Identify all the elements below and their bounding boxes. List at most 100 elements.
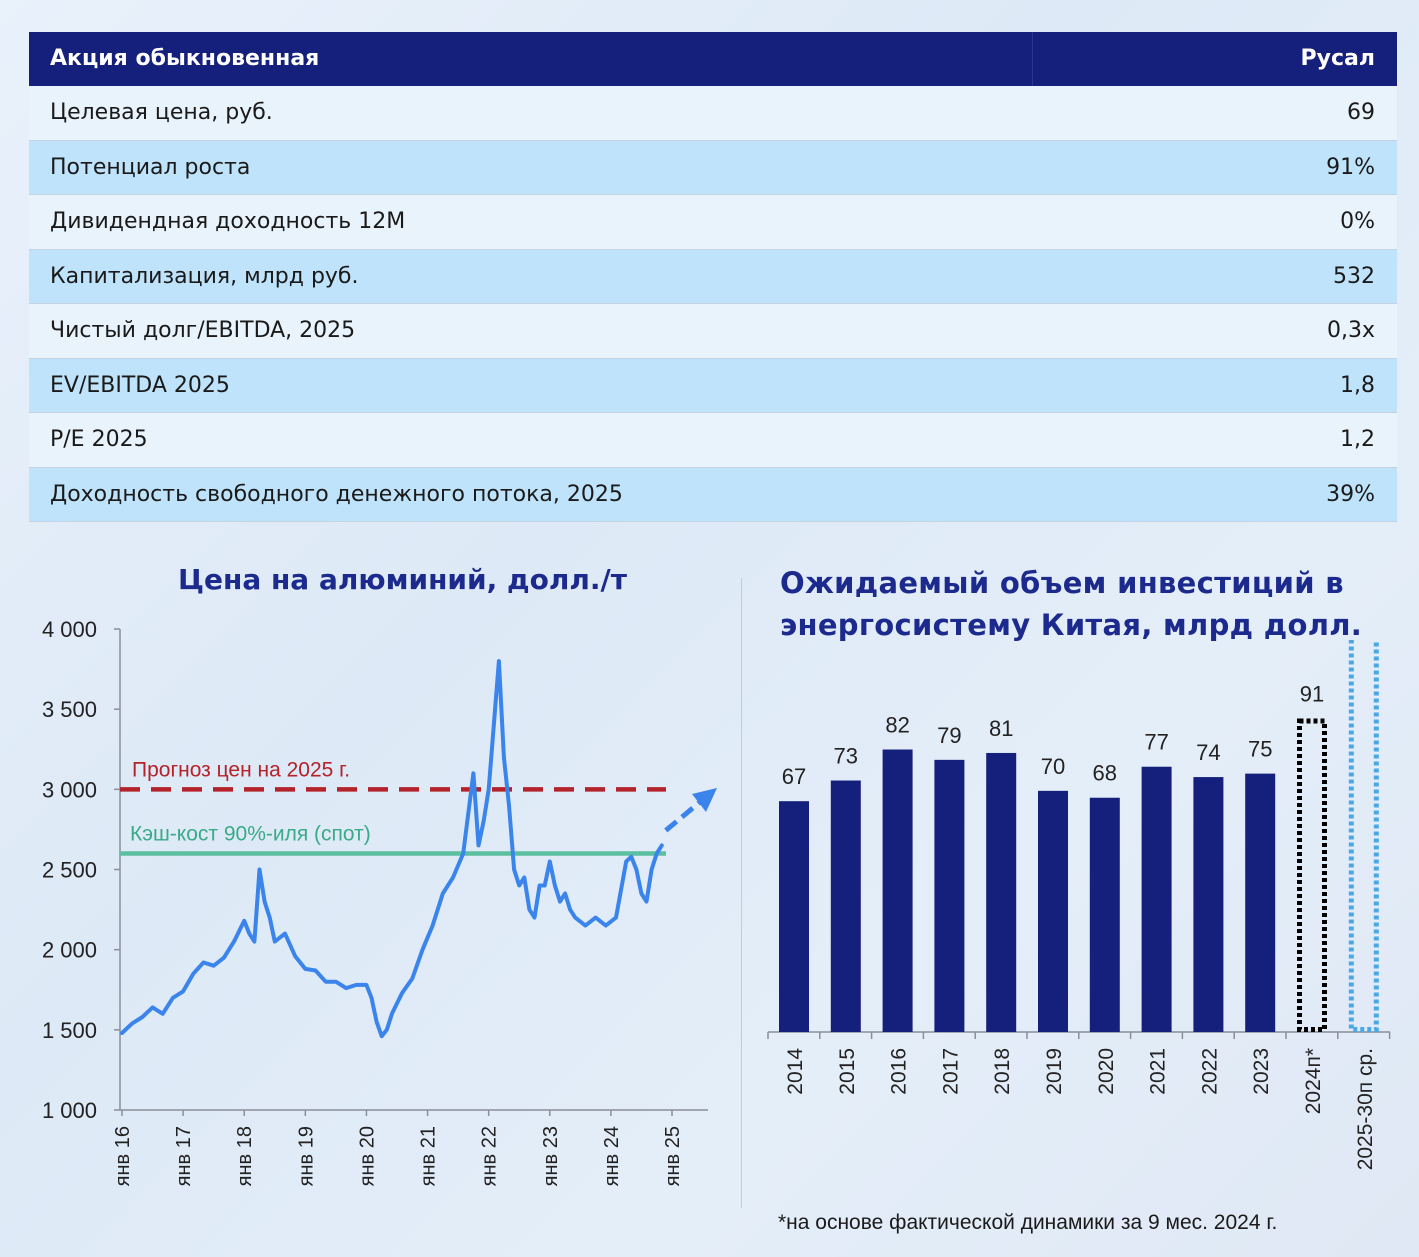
bar [1245,773,1276,1032]
chart-footnote: *на основе фактической динамики за 9 мес… [778,1211,1278,1234]
bar-category-label: 2023 [1250,1048,1273,1095]
aluminium-chart-title: Цена на алюминий, долл./т [178,563,627,596]
bar-category-label: 2016 [888,1048,911,1095]
x-tick-label: янв 25 [662,1126,684,1186]
bar-data-label: 82 [885,713,909,738]
bar-chart-axes [767,1031,1391,1039]
x-tick-label: янв 22 [479,1126,501,1186]
bar-category-label: 2019 [1043,1048,1066,1095]
aluminium-price-line [120,659,664,1039]
x-tick-label: янв 19 [295,1126,317,1186]
row-label: Целевая цена, руб. [50,100,273,125]
line-chart-axes [119,629,708,1111]
bar-data-label: 91 [1300,682,1324,707]
y-tick-label: 3 000 [42,777,97,802]
bar [779,801,809,1032]
table-row: Доходность свободного денежного потока, … [29,467,1397,522]
bar [830,780,861,1032]
bar-category-label: 2015 [836,1048,859,1095]
row-label: P/E 2025 [50,427,148,452]
table-header-value: Русал [1300,46,1375,71]
bar-data-label: 70 [1041,754,1065,779]
table-row: P/E 2025 1,2 [29,413,1397,468]
row-label: EV/EBITDA 2025 [50,372,230,398]
chart-separator [741,578,742,1208]
y-tick-label: 3 500 [42,697,97,722]
bar-data-label: 79 [937,723,961,748]
row-label: Дивидендная доходность 12М [50,209,406,234]
table-row: EV/EBITDA 2025 1,8 [29,358,1397,413]
x-tick-label: янв 16 [112,1126,134,1186]
bar [1038,790,1068,1032]
bar-data-label: 68 [1093,761,1117,786]
table-header-label: Акция обыкновенная [50,46,320,71]
bar-category-label: 2017 [939,1048,962,1095]
y-tick-label: 2 500 [42,858,97,883]
bar-category-label: 2021 [1147,1048,1170,1095]
header-divider [1032,32,1033,86]
bar-category-label: 2022 [1198,1048,1221,1095]
bar-data-label: 75 [1248,737,1272,762]
table-row: Потенциал роста 91% [29,140,1397,195]
table-row: Дивидендная доходность 12М 0% [29,195,1397,250]
row-value: 1,2 [1340,427,1375,452]
table-row: Целевая цена, руб. 69 [29,86,1397,141]
x-tick-label: янв 24 [601,1126,623,1186]
line-chart-series [120,659,664,1039]
bar-category-label: 2024п* [1302,1048,1325,1114]
bar-category-label: 2018 [991,1048,1014,1095]
bar [1089,797,1120,1032]
row-value: 39% [1326,481,1375,507]
bar-data-label: 67 [782,764,806,789]
y-tick-label: 1 000 [42,1098,97,1123]
bar-chart-category-labels: 2014 2015 2016 2017 2018 2019 2020 2021 2022 2023… [784,1048,1377,1171]
bar-data-label: 74 [1196,740,1220,765]
row-value: 1,8 [1340,372,1375,398]
row-label: Чистый долг/EBITDA, 2025 [50,318,356,343]
y-tick-label: 2 000 [42,938,97,963]
bar-chart-bars [779,640,1379,1032]
metrics-table: Акция обыкновенная Русал Целевая цена, р… [29,32,1397,522]
y-tick-label: 1 500 [42,1018,97,1043]
bar-chart-data-labels: 6773827981706877747591137 [782,682,1324,790]
investment-bar-chart: 6773827981706877747591137 20142015201620… [767,640,1391,1171]
bar-data-label: 81 [989,716,1013,741]
bar-data-label: 73 [834,744,858,769]
line-chart-x-ticks: янв 16 янв 17 янв 18 янв 19 янв 20 янв 21 янв … [112,1110,684,1186]
row-value: 91% [1326,154,1375,180]
x-tick-label: янв 21 [418,1126,440,1186]
forecast-arrow-head [692,788,717,812]
bar [882,749,913,1032]
x-tick-label: янв 17 [173,1126,195,1186]
bar [1141,766,1172,1032]
x-tick-label: янв 20 [356,1126,378,1186]
forecast-arrow-icon [664,788,717,833]
row-value: 0,3x [1326,318,1375,343]
x-tick-label: янв 18 [234,1126,256,1186]
bar [934,759,965,1032]
cash-cost-label: Кэш-кост 90%-иля (спот) [130,822,371,845]
line-chart-reference-lines: Прогноз цен на 2025 г. Кэш-кост 90%-иля (… [120,758,666,856]
table-row: Чистый долг/EBITDA, 2025 0,3x [29,304,1397,359]
bar-category-label: 2025-30п ср. [1354,1048,1377,1170]
row-label: Потенциал роста [50,154,251,180]
bar-forecast [1348,640,1379,1032]
y-tick-label: 4 000 [42,617,97,642]
bar-category-label: 2020 [1095,1048,1118,1095]
row-value: 69 [1347,100,1375,125]
row-label: Капитализация, млрд руб. [50,263,359,289]
row-label: Доходность свободного денежного потока, … [50,481,623,507]
forecast-price-label: Прогноз цен на 2025 г. [132,758,350,781]
table-header: Акция обыкновенная Русал [29,32,1397,86]
x-tick-label: янв 23 [540,1126,562,1186]
aluminium-price-chart: 1 000 1 500 2 000 2 500 3 000 3 500 4 000 янв … [42,617,717,1186]
bar [986,752,1017,1032]
table-row: Капитализация, млрд руб. 532 [29,249,1397,304]
line-chart-y-ticks: 1 000 1 500 2 000 2 500 3 000 3 500 4 000 [42,617,120,1123]
bar-data-label: 77 [1144,730,1168,755]
bar-forecast [1297,718,1327,1032]
investment-chart-title: Ожидаемый объем инвестиций в энергосисте… [780,566,1363,642]
forecast-arrow-shaft [664,800,702,833]
bar [1193,777,1224,1032]
row-value: 0% [1340,209,1375,234]
